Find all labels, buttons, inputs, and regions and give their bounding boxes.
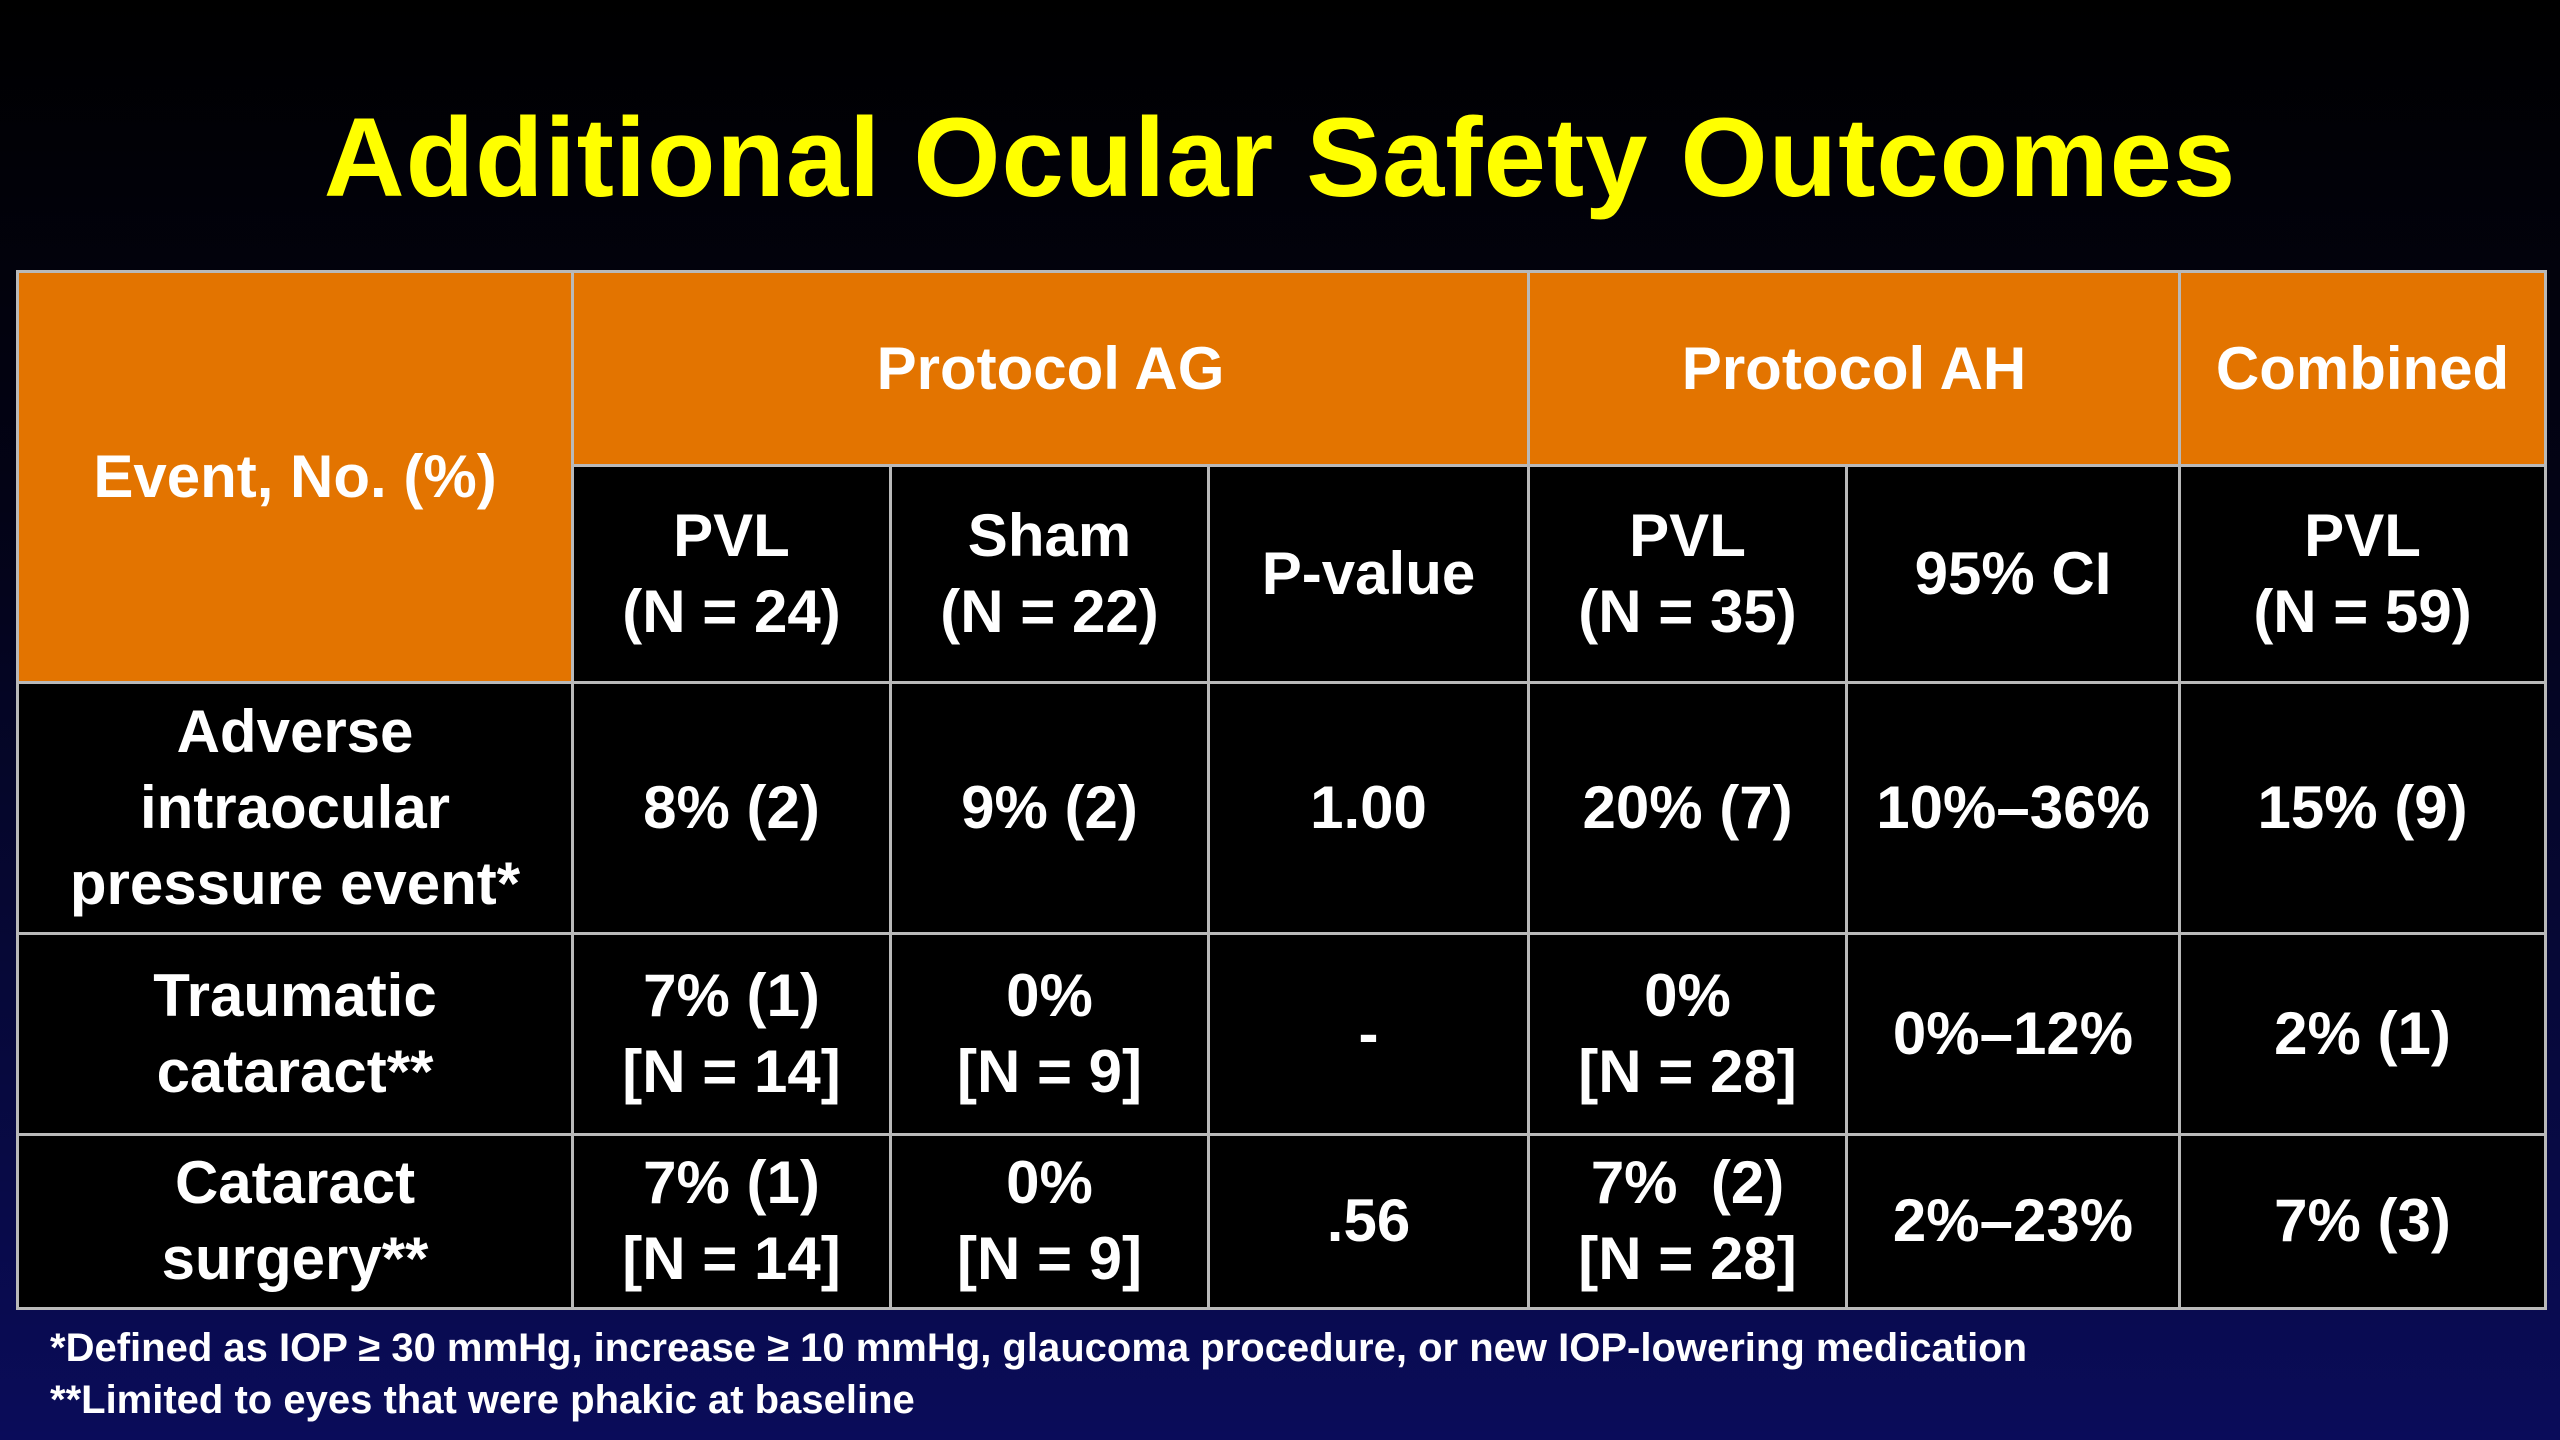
cell-sample-size: [N = 9]	[956, 1225, 1143, 1293]
cell-value: -	[1358, 999, 1379, 1067]
table-cell: 0% [N = 28]	[1527, 932, 1849, 1136]
table-cell: 1.00	[1206, 680, 1531, 936]
subheader-label: PVL	[673, 502, 790, 570]
subheader-ah-pvl: PVL (N = 35)	[1527, 464, 1849, 684]
row-label-line: Cataract	[174, 1149, 416, 1217]
row-label-line: Adverse	[176, 698, 414, 765]
cell-value: 0%	[1006, 1149, 1093, 1217]
cell-value: 2% (1)	[2274, 999, 2451, 1067]
cell-value: 7% (1)	[643, 961, 820, 1029]
table-cell: 7% (1) [N = 14]	[571, 932, 892, 1136]
table-row: Traumatic cataract** 7% (1) [N = 14] 0% …	[16, 932, 2548, 1136]
row-label-line: cataract**	[156, 1037, 434, 1105]
cell-value: 0%	[1644, 961, 1731, 1029]
cell-sample-size: [N = 14]	[622, 1037, 841, 1105]
subheader-count: (N = 35)	[1578, 578, 1797, 646]
subheader-count: (N = 59)	[2253, 578, 2472, 646]
cell-value: 20% (7)	[1582, 774, 1793, 841]
footnote-phakic-eyes: **Limited to eyes that were phakic at ba…	[50, 1378, 915, 1422]
subheader-ag-pvl: PVL (N = 24)	[571, 464, 892, 684]
subheader-count: (N = 24)	[622, 578, 841, 646]
cell-sample-size: [N = 28]	[1578, 1225, 1797, 1293]
row-label-adverse-iop-event: Adverse intraocular pressure event*	[16, 680, 574, 936]
row-label-traumatic-cataract: Traumatic cataract**	[16, 932, 574, 1136]
event-column-header: Event, No. (%)	[16, 270, 574, 684]
subheader-label: P-value	[1261, 540, 1476, 608]
subheader-row: PVL (N = 24) Sham (N = 22) P-value PVL (…	[18, 464, 2548, 684]
subheader-count: (N = 22)	[940, 578, 1159, 646]
row-label-line: surgery**	[161, 1225, 429, 1293]
subheader-ag-sham: Sham (N = 22)	[889, 464, 1210, 684]
footnote-iop-definition: *Defined as IOP ≥ 30 mmHg, increase ≥ 10…	[50, 1326, 2028, 1370]
table-cell: 9% (2)	[889, 680, 1210, 936]
cell-value: 15% (9)	[2257, 774, 2468, 841]
cell-sample-size: [N = 14]	[622, 1225, 841, 1293]
table-row: Cataract surgery** 7% (1) [N = 14] 0% [N…	[16, 1132, 2548, 1311]
table-cell: 7% (2) [N = 28]	[1527, 1132, 1849, 1311]
table-cell: 0% [N = 9]	[889, 932, 1210, 1136]
table-cell: 0% [N = 9]	[889, 1132, 1210, 1311]
cell-value: 2%–23%	[1892, 1187, 2134, 1255]
row-label-cataract-surgery: Cataract surgery**	[16, 1132, 574, 1311]
cell-value: .56	[1326, 1187, 1411, 1255]
subheader-ah-95-ci: 95% CI	[1845, 464, 2182, 684]
outcomes-table: Event, No. (%) Protocol AG Protocol AH C…	[16, 269, 2548, 1311]
group-header-row: Event, No. (%) Protocol AG Protocol AH C…	[16, 269, 2548, 684]
subheader-label: PVL	[2304, 502, 2421, 570]
table-cell: 0%–12%	[1845, 932, 2182, 1136]
cell-value: 7% (3)	[2274, 1187, 2451, 1255]
cell-value: 1.00	[1310, 774, 1427, 841]
table-cell: 7% (3)	[2178, 1132, 2548, 1311]
cell-sample-size: [N = 28]	[1578, 1037, 1797, 1105]
subheader-label: 95% CI	[1914, 540, 2112, 608]
cell-value: 0%	[1006, 961, 1093, 1029]
row-label-line: Traumatic	[153, 961, 437, 1029]
slide-title: Additional Ocular Safety Outcomes	[323, 95, 2237, 220]
cell-value: 9% (2)	[961, 774, 1138, 841]
cell-value: 8% (2)	[643, 774, 820, 841]
subheader-ag-p-value: P-value	[1206, 464, 1531, 684]
table-cell: 8% (2)	[571, 680, 892, 936]
table-cell: 15% (9)	[2178, 680, 2548, 936]
group-header-combined: Combined	[2178, 269, 2548, 468]
row-label-line: intraocular	[139, 774, 451, 841]
cell-value: 10%–36%	[1876, 774, 2150, 841]
table-row: Adverse intraocular pressure event* 8% (…	[16, 680, 2548, 936]
subheader-label: Sham	[967, 502, 1132, 570]
table-cell: 7% (1) [N = 14]	[571, 1132, 892, 1311]
table-cell: .56	[1206, 1132, 1531, 1311]
table-cell: -	[1206, 932, 1531, 1136]
row-label-line: pressure event*	[69, 850, 521, 917]
cell-sample-size: [N = 9]	[956, 1037, 1143, 1105]
cell-value: 0%–12%	[1892, 999, 2134, 1067]
table-cell: 2%–23%	[1845, 1132, 2182, 1311]
group-header-protocol-ag: Protocol AG	[570, 269, 1531, 468]
cell-value: 7% (1)	[643, 1149, 820, 1217]
table-cell: 20% (7)	[1527, 680, 1849, 936]
subheader-label: PVL	[1629, 502, 1746, 570]
table-cell: 2% (1)	[2178, 932, 2548, 1136]
subheader-combined-pvl: PVL (N = 59)	[2178, 464, 2548, 684]
group-header-protocol-ah: Protocol AH	[1527, 269, 2182, 468]
cell-value: 7% (2)	[1590, 1149, 1785, 1217]
table-cell: 10%–36%	[1845, 680, 2182, 936]
footnotes: *Defined as IOP ≥ 30 mmHg, increase ≥ 10…	[50, 1322, 2027, 1426]
